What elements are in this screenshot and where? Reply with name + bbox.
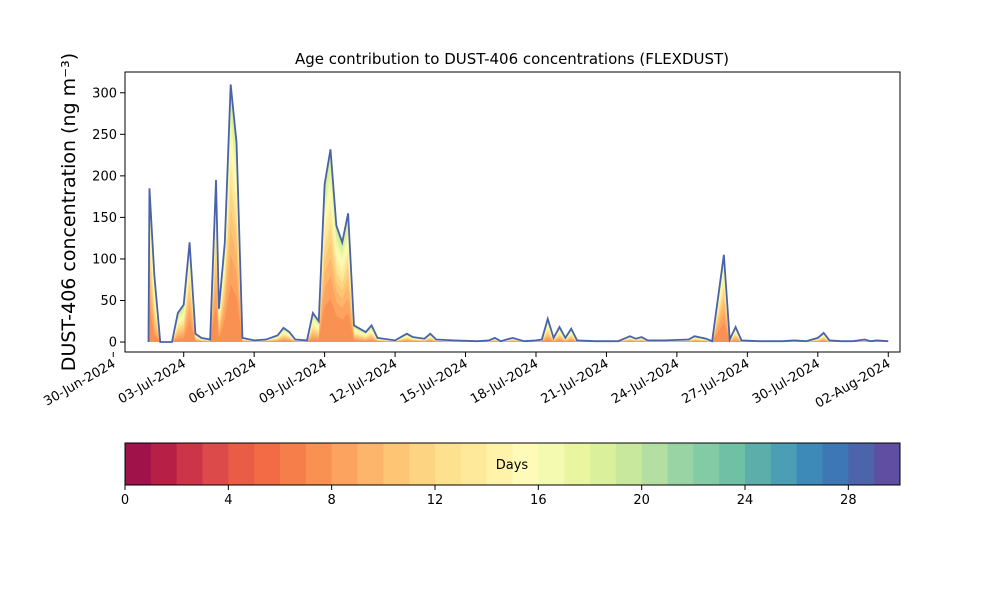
colorbar-segment [460,443,488,485]
colorbar-segment [176,443,203,485]
days-colorbar: 0 4 8 12 16 20 24 28 [121,442,901,508]
age-band-area [148,97,889,343]
colorbar-segment [125,443,152,485]
colorbar-segment [383,443,410,485]
age-band-area [148,111,889,343]
x-tick-label: 12-Jul-2024 [327,356,400,407]
colorbar-segment [745,443,772,485]
y-axis-label: DUST-406 concentration (ng m⁻³) [58,53,80,371]
x-tick-label: 03-Jul-2024 [116,356,189,407]
x-tick-label: 30-Jul-2024 [750,356,823,407]
age-band-area [148,199,889,343]
age-band-area [148,219,889,343]
colorbar-segment [357,443,384,485]
chart-title: Age contribution to DUST-406 concentrati… [295,50,729,68]
colorbar-frame [124,442,901,486]
colorbar-segment [641,443,668,485]
colorbar-segment [228,443,255,485]
age-band-area [148,303,889,343]
colorbar-segment [538,443,565,485]
age-band-area [148,172,889,343]
age-band-area [148,189,889,343]
age-band-area [148,268,889,343]
colorbar-segment [150,443,178,485]
age-band-area [148,163,889,343]
x-axis: 30-Jun-202403-Jul-202406-Jul-202409-Jul-… [41,352,893,412]
y-tick-label: 300 [92,86,117,101]
x-tick-label: 27-Jul-2024 [680,356,753,407]
colorbar-segment [202,443,229,485]
colorbar-segment [305,443,333,485]
plot-area-frame [124,71,901,353]
colorbar-segment [770,443,798,485]
colorbar-segment [667,443,694,485]
colorbar-segment [615,443,643,485]
colorbar-tick-label: 4 [224,493,232,508]
colorbar-segment [719,443,746,485]
colorbar-label: Days [496,458,529,473]
x-tick-label: 06-Jul-2024 [186,356,259,407]
colorbar-segment [435,443,462,485]
x-tick-label: 21-Jul-2024 [539,356,612,407]
age-contribution-areas [148,84,889,343]
age-band-area [148,241,889,343]
x-tick-label: 18-Jul-2024 [468,356,541,407]
age-band-area [148,254,889,343]
colorbar-tick-label: 28 [840,493,857,508]
colorbar-tick-label: 8 [328,493,336,508]
colorbar-tick-label: 12 [427,493,444,508]
colorbar-segment [693,443,720,485]
colorbar-segment [331,443,358,485]
x-tick-label: 15-Jul-2024 [398,356,471,407]
age-band-area [148,84,889,343]
colorbar-segment [254,443,281,485]
age-band-area [148,125,889,343]
y-tick-label: 100 [92,252,117,267]
y-tick-label: 50 [100,294,117,309]
y-tick-label: 250 [92,128,117,143]
age-band-area [148,180,889,343]
age-band-area [148,229,889,343]
colorbar-segment [796,443,823,485]
age-band-area [148,284,889,343]
colorbar-segment [822,443,849,485]
colorbar-segment [409,443,436,485]
age-band-area [148,208,889,343]
colorbar-segment [590,443,617,485]
colorbar-tick-label: 24 [737,493,754,508]
colorbar-tick-label: 0 [121,493,129,508]
y-axis: 0 50 100 150 200 250 300 [92,86,125,351]
age-band-area [148,140,889,343]
age-band-area [148,147,889,343]
y-tick-label: 0 [109,336,117,351]
colorbar-segment [486,443,513,485]
age-band-area [148,155,889,343]
colorbar-tick-label: 16 [530,493,547,508]
colorbar-segment [848,443,875,485]
colorbar-segment [280,443,307,485]
colorbar-segment [874,443,901,485]
x-tick-label: 24-Jul-2024 [609,356,682,407]
colorbar-segment [564,443,591,485]
y-tick-label: 150 [92,211,117,226]
colorbar-tick-label: 20 [633,493,650,508]
total-concentration-line [147,84,889,344]
y-tick-label: 200 [92,169,117,184]
colorbar-segment [512,443,539,485]
x-tick-label: 09-Jul-2024 [257,356,330,407]
x-tick-label: 02-Aug-2024 [813,356,893,411]
